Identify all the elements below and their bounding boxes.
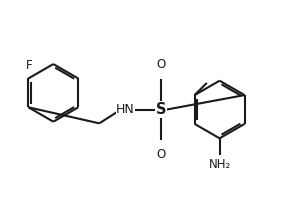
Text: O: O <box>157 148 166 161</box>
Text: O: O <box>157 58 166 71</box>
Text: NH₂: NH₂ <box>208 158 231 171</box>
Text: HN: HN <box>116 103 135 116</box>
Text: S: S <box>156 102 167 117</box>
Text: F: F <box>26 59 33 72</box>
